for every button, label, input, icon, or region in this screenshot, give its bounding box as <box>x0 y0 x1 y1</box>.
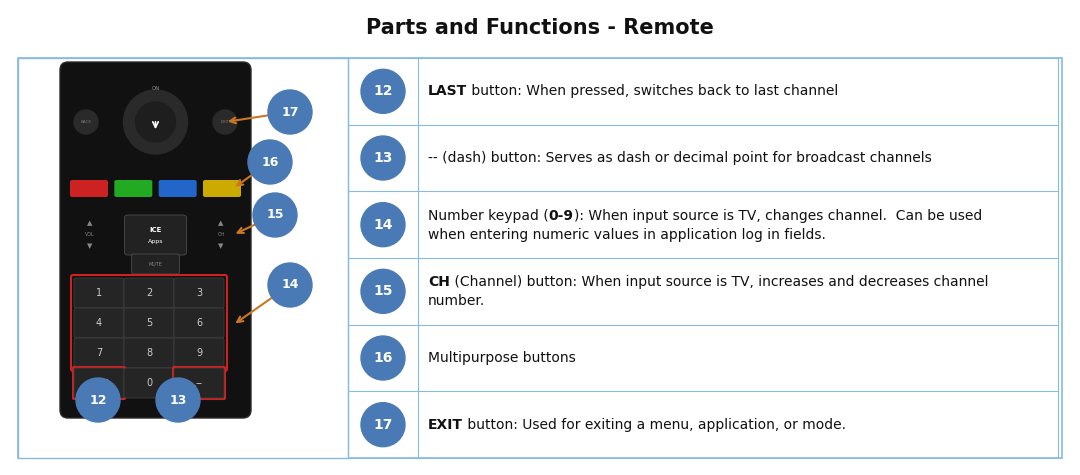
Text: 16: 16 <box>261 155 279 169</box>
Text: 3: 3 <box>195 288 202 298</box>
FancyBboxPatch shape <box>124 215 187 255</box>
FancyBboxPatch shape <box>70 180 108 197</box>
FancyBboxPatch shape <box>174 278 224 308</box>
FancyBboxPatch shape <box>114 180 152 197</box>
FancyBboxPatch shape <box>18 58 1062 458</box>
FancyBboxPatch shape <box>203 180 241 197</box>
Text: ): When input source is TV, changes channel.  Can be used: ): When input source is TV, changes chan… <box>573 209 982 223</box>
Text: 12: 12 <box>90 393 107 407</box>
Text: 17: 17 <box>281 105 299 118</box>
FancyBboxPatch shape <box>174 338 224 368</box>
Text: ▲: ▲ <box>218 220 224 226</box>
Text: ▼: ▼ <box>218 243 224 249</box>
Circle shape <box>361 336 405 380</box>
Text: EXIT: EXIT <box>220 120 230 124</box>
Text: BACK: BACK <box>80 120 92 124</box>
Text: number.: number. <box>428 294 485 308</box>
FancyBboxPatch shape <box>60 62 251 418</box>
FancyBboxPatch shape <box>124 368 174 398</box>
Text: button: Used for exiting a menu, application, or mode.: button: Used for exiting a menu, applica… <box>463 418 846 432</box>
FancyBboxPatch shape <box>75 338 124 368</box>
Text: CH: CH <box>428 276 450 289</box>
FancyBboxPatch shape <box>124 308 174 338</box>
Text: 1: 1 <box>96 288 103 298</box>
Text: VOL: VOL <box>85 232 95 238</box>
Circle shape <box>361 203 405 247</box>
Text: 17: 17 <box>374 418 393 432</box>
Text: 7: 7 <box>96 348 103 358</box>
Circle shape <box>361 403 405 446</box>
Circle shape <box>135 102 175 142</box>
Text: 2: 2 <box>146 288 152 298</box>
Text: 13: 13 <box>170 393 187 407</box>
Text: EXIT: EXIT <box>428 418 463 432</box>
FancyBboxPatch shape <box>159 180 197 197</box>
Text: (Channel) button: When input source is TV, increases and decreases channel: (Channel) button: When input source is T… <box>450 276 988 289</box>
FancyBboxPatch shape <box>174 308 224 338</box>
Text: Apps: Apps <box>148 239 163 245</box>
Circle shape <box>253 193 297 237</box>
Circle shape <box>75 110 98 134</box>
Circle shape <box>268 90 312 134</box>
Circle shape <box>156 378 200 422</box>
Text: 14: 14 <box>374 218 393 232</box>
Text: 6: 6 <box>195 318 202 328</box>
Circle shape <box>268 263 312 307</box>
Circle shape <box>213 110 237 134</box>
Text: CH: CH <box>217 232 225 238</box>
Text: ▼: ▼ <box>87 243 93 249</box>
Text: Parts and Functions - Remote: Parts and Functions - Remote <box>366 18 714 38</box>
Text: 12: 12 <box>374 85 393 98</box>
FancyBboxPatch shape <box>75 368 124 398</box>
FancyBboxPatch shape <box>75 278 124 308</box>
Text: 0: 0 <box>146 378 152 388</box>
FancyBboxPatch shape <box>18 58 348 458</box>
FancyBboxPatch shape <box>75 308 124 338</box>
Text: MUTE: MUTE <box>149 262 162 266</box>
Text: 14: 14 <box>281 278 299 292</box>
Text: 13: 13 <box>374 151 393 165</box>
Text: LAST: LAST <box>90 379 108 388</box>
FancyBboxPatch shape <box>124 278 174 308</box>
Text: when entering numeric values in application log in fields.: when entering numeric values in applicat… <box>428 228 826 242</box>
Circle shape <box>123 90 188 154</box>
Circle shape <box>361 269 405 314</box>
Circle shape <box>76 378 120 422</box>
Text: -- (dash) button: Serves as dash or decimal point for broadcast channels: -- (dash) button: Serves as dash or deci… <box>428 151 932 165</box>
FancyBboxPatch shape <box>132 254 179 274</box>
Text: ▲: ▲ <box>87 220 93 226</box>
Circle shape <box>361 69 405 114</box>
Text: 9: 9 <box>195 348 202 358</box>
Text: 4: 4 <box>96 318 103 328</box>
Text: ON: ON <box>151 86 160 91</box>
Text: ICE: ICE <box>149 227 162 233</box>
Circle shape <box>248 140 292 184</box>
Circle shape <box>361 136 405 180</box>
FancyBboxPatch shape <box>124 338 174 368</box>
Text: 0-9: 0-9 <box>549 209 573 223</box>
Text: 5: 5 <box>146 318 152 328</box>
Text: 8: 8 <box>146 348 152 358</box>
Text: Multipurpose buttons: Multipurpose buttons <box>428 351 576 365</box>
Text: Number keypad (: Number keypad ( <box>428 209 549 223</box>
Text: 15: 15 <box>374 285 393 298</box>
Text: 16: 16 <box>374 351 393 365</box>
Text: button: When pressed, switches back to last channel: button: When pressed, switches back to l… <box>468 85 838 98</box>
Text: --: -- <box>195 378 203 388</box>
Text: 15: 15 <box>267 209 284 221</box>
FancyBboxPatch shape <box>174 368 224 398</box>
Text: LAST: LAST <box>428 85 468 98</box>
